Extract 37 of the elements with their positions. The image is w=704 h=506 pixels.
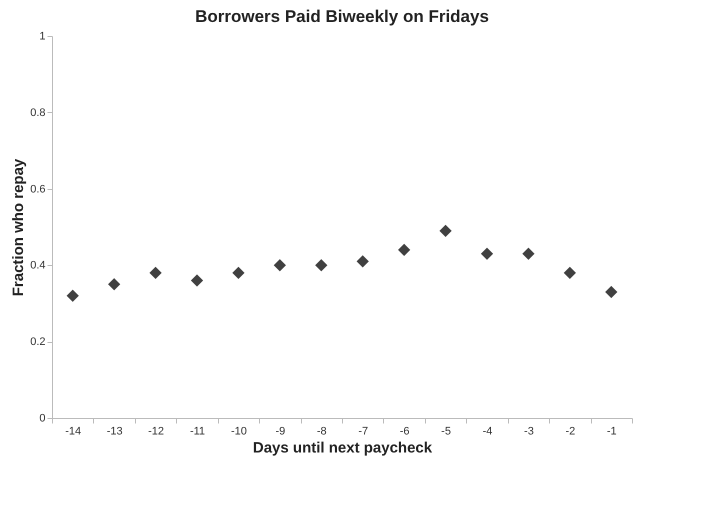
point: [149, 266, 162, 279]
point: [66, 290, 79, 302]
point: [274, 259, 286, 272]
point: [605, 286, 618, 298]
x-tick-label: -7: [358, 426, 368, 438]
y-tick-label: 0.8: [30, 106, 46, 119]
point: [356, 255, 369, 268]
x-axis-title: Days until next paycheck: [252, 440, 433, 456]
point: [439, 224, 452, 237]
point: [480, 248, 494, 260]
point: [315, 259, 328, 272]
point: [522, 248, 535, 260]
x-tick-label: -13: [106, 426, 123, 438]
x-tick-label: -4: [482, 426, 492, 438]
x-tick-label: -2: [565, 426, 576, 438]
y-axis-title: Fraction who repay: [10, 158, 28, 296]
x-tick-label: -9: [275, 426, 286, 438]
x-tick-label: -3: [524, 426, 534, 438]
x-tick-label: -5: [441, 426, 451, 438]
chart-title: Borrowers Paid Biweekly on Fridays: [195, 7, 489, 26]
x-tick-label: -12: [148, 426, 164, 438]
point: [564, 266, 576, 279]
point: [190, 274, 204, 287]
x-tick-label: -11: [190, 426, 206, 438]
y-tick-label: 0: [39, 412, 46, 424]
y-tick-label: 0.6: [30, 183, 46, 196]
x-tick-label: -6: [400, 426, 410, 438]
y-tick-label: 0.4: [30, 260, 46, 272]
point: [108, 278, 120, 290]
x-tick-label: -14: [65, 426, 82, 438]
x-tick-label: -1: [606, 426, 617, 438]
x-tick-label: -8: [316, 426, 327, 438]
x-tick-label: -10: [230, 426, 247, 438]
point: [232, 266, 245, 279]
y-tick-label: 1: [39, 30, 46, 42]
y-tick-label: 0.2: [30, 336, 46, 348]
point: [398, 244, 410, 256]
